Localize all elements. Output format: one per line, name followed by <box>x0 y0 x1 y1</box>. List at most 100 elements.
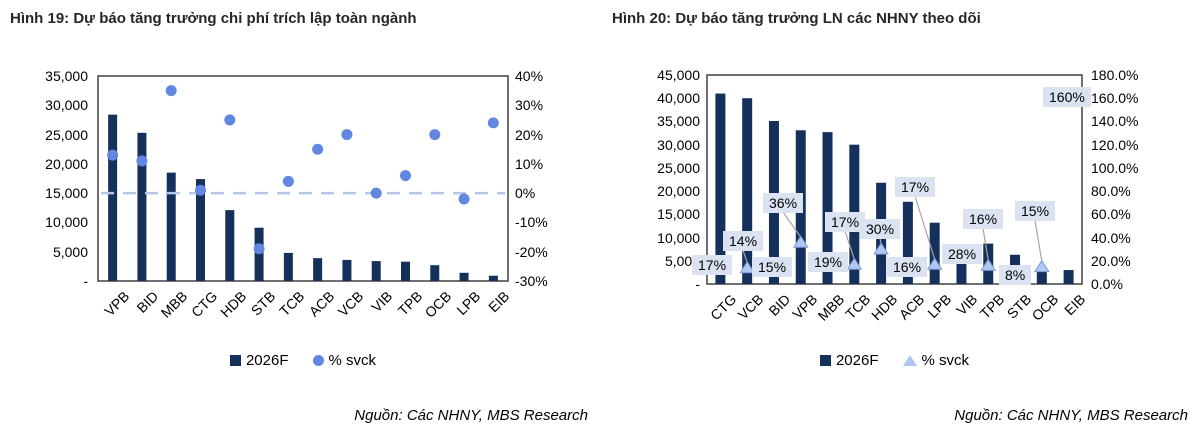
bar-2026f <box>137 132 147 281</box>
y-axis-right-tick: 120.0% <box>1091 136 1139 153</box>
legend-label: % svck <box>921 352 970 369</box>
chart-title: Hình 20: Dự báo tăng trưởng LN các NHNY … <box>612 10 981 27</box>
y-axis-right-tick: 100.0% <box>1091 159 1139 176</box>
svck-circle-marker <box>341 129 353 141</box>
y-axis-right-tick: 40.0% <box>1091 229 1131 246</box>
bar-2026f <box>715 93 726 284</box>
svck-triangle-marker <box>792 235 809 248</box>
svck-circle-marker <box>253 243 265 255</box>
legend-circle-icon <box>312 355 324 366</box>
svck-data-label: 17% <box>692 255 733 275</box>
bar-2026f <box>196 179 205 281</box>
legend-label: 2026F <box>835 352 879 369</box>
svck-triangle-marker <box>873 242 890 255</box>
plot-border <box>97 75 509 282</box>
svck-circle-marker <box>312 143 324 155</box>
y-axis-left-tick: 35,000 <box>45 68 88 84</box>
bar-2026f <box>956 263 967 284</box>
y-axis-right-tick: 180.0% <box>1091 67 1139 83</box>
y-axis-right-tick: -10% <box>515 214 548 231</box>
bar-2026f <box>371 261 381 281</box>
svck-data-label: 17% <box>895 177 936 197</box>
svck-data-label: 17% <box>825 212 866 232</box>
bar-2026f <box>1063 270 1074 284</box>
bar-2026f <box>902 201 913 284</box>
y-axis-right-tick: 60.0% <box>1091 206 1131 223</box>
y-axis-right-tick: 140.0% <box>1091 113 1139 130</box>
bar-2026f <box>459 272 469 281</box>
svck-circle-marker <box>370 187 382 199</box>
legend-item-svck: % svck <box>902 352 970 369</box>
legend: 2026F % svck <box>707 352 1082 369</box>
y-axis-left-tick: 10,000 <box>657 229 700 246</box>
bar-2026f <box>929 222 940 284</box>
svck-data-label: 36% <box>763 193 804 213</box>
svck-triangle-marker <box>980 258 997 271</box>
bar-2026f <box>1036 271 1047 284</box>
bar-2026f <box>254 227 264 281</box>
svck-circle-marker <box>429 129 441 141</box>
svck-data-label: 15% <box>1015 201 1056 221</box>
svck-data-label: 14% <box>723 231 764 251</box>
legend-square-icon <box>229 355 241 366</box>
svck-data-label: 16% <box>887 257 928 277</box>
svck-data-label: 8% <box>999 265 1032 285</box>
y-axis-left-tick: 5,000 <box>664 252 700 269</box>
svck-circle-marker <box>458 193 470 205</box>
svck-data-label: 16% <box>963 209 1004 229</box>
bar-2026f <box>488 275 498 281</box>
chart-title: Hình 19: Dự báo tăng trưởng chi phí tríc… <box>10 10 417 27</box>
bar-2026f <box>401 261 410 281</box>
bar-2026f <box>283 252 293 281</box>
y-axis-right-tick: 10% <box>515 155 544 172</box>
svck-circle-marker <box>165 85 177 97</box>
bar-2026f <box>225 210 235 281</box>
svck-data-label: 160% <box>1043 87 1091 107</box>
bar-2026f <box>742 98 753 284</box>
y-axis-left-tick: 10,000 <box>45 214 88 231</box>
y-axis-left-tick: 20,000 <box>45 155 88 172</box>
y-axis-right-tick: 160.0% <box>1091 90 1139 107</box>
y-axis-left-tick: 15,000 <box>657 206 700 223</box>
y-axis-left-tick: 25,000 <box>45 126 88 143</box>
legend-triangle-icon <box>902 355 917 366</box>
y-axis-right-tick: 0.0% <box>1091 276 1123 292</box>
plot-area <box>97 75 509 282</box>
bar-2026f <box>430 265 440 281</box>
legend-square-icon <box>819 355 831 366</box>
svck-circle-marker <box>136 155 148 167</box>
svck-data-label: 15% <box>752 257 793 277</box>
svck-circle-marker <box>195 184 206 196</box>
y-axis-right-tick: 20.0% <box>1091 252 1131 269</box>
y-axis-left-tick: 45,000 <box>657 67 700 83</box>
bar-2026f <box>822 132 833 284</box>
bar-2026f <box>313 258 323 281</box>
svck-circle-marker <box>107 149 119 161</box>
label-leader-line <box>742 249 748 263</box>
y-axis-right-tick: 80.0% <box>1091 183 1131 200</box>
source-note: Nguồn: Các NHNY, MBS Research <box>354 407 588 424</box>
y-axis-left-tick: 35,000 <box>657 113 700 130</box>
plot-border <box>706 74 1083 285</box>
legend-label: % svck <box>328 352 377 369</box>
svck-circle-marker <box>487 117 499 129</box>
label-leader-line <box>844 230 855 260</box>
y-axis-left-tick: - <box>695 276 700 292</box>
svck-triangle-marker <box>846 257 863 270</box>
legend-item-2026f: 2026F <box>819 352 879 369</box>
svck-circle-marker <box>400 170 411 182</box>
label-leader-line <box>1034 219 1043 262</box>
legend-item-svck: % svck <box>312 352 377 369</box>
y-axis-left-tick: 15,000 <box>45 185 88 202</box>
y-axis-left-tick: 20,000 <box>657 183 700 200</box>
y-axis-left-tick: 40,000 <box>657 90 700 107</box>
chart-panel-hinh-19: Hình 19: Dự báo tăng trưởng chi phí tríc… <box>10 10 588 424</box>
legend: 2026F % svck <box>98 352 508 369</box>
y-axis-left-tick: - <box>83 273 88 289</box>
svck-triangle-marker <box>739 260 756 274</box>
y-axis-left-tick: 30,000 <box>657 136 700 153</box>
label-leader-line <box>914 195 936 260</box>
y-axis-right-tick: 30% <box>515 97 544 114</box>
bar-2026f <box>166 172 176 281</box>
